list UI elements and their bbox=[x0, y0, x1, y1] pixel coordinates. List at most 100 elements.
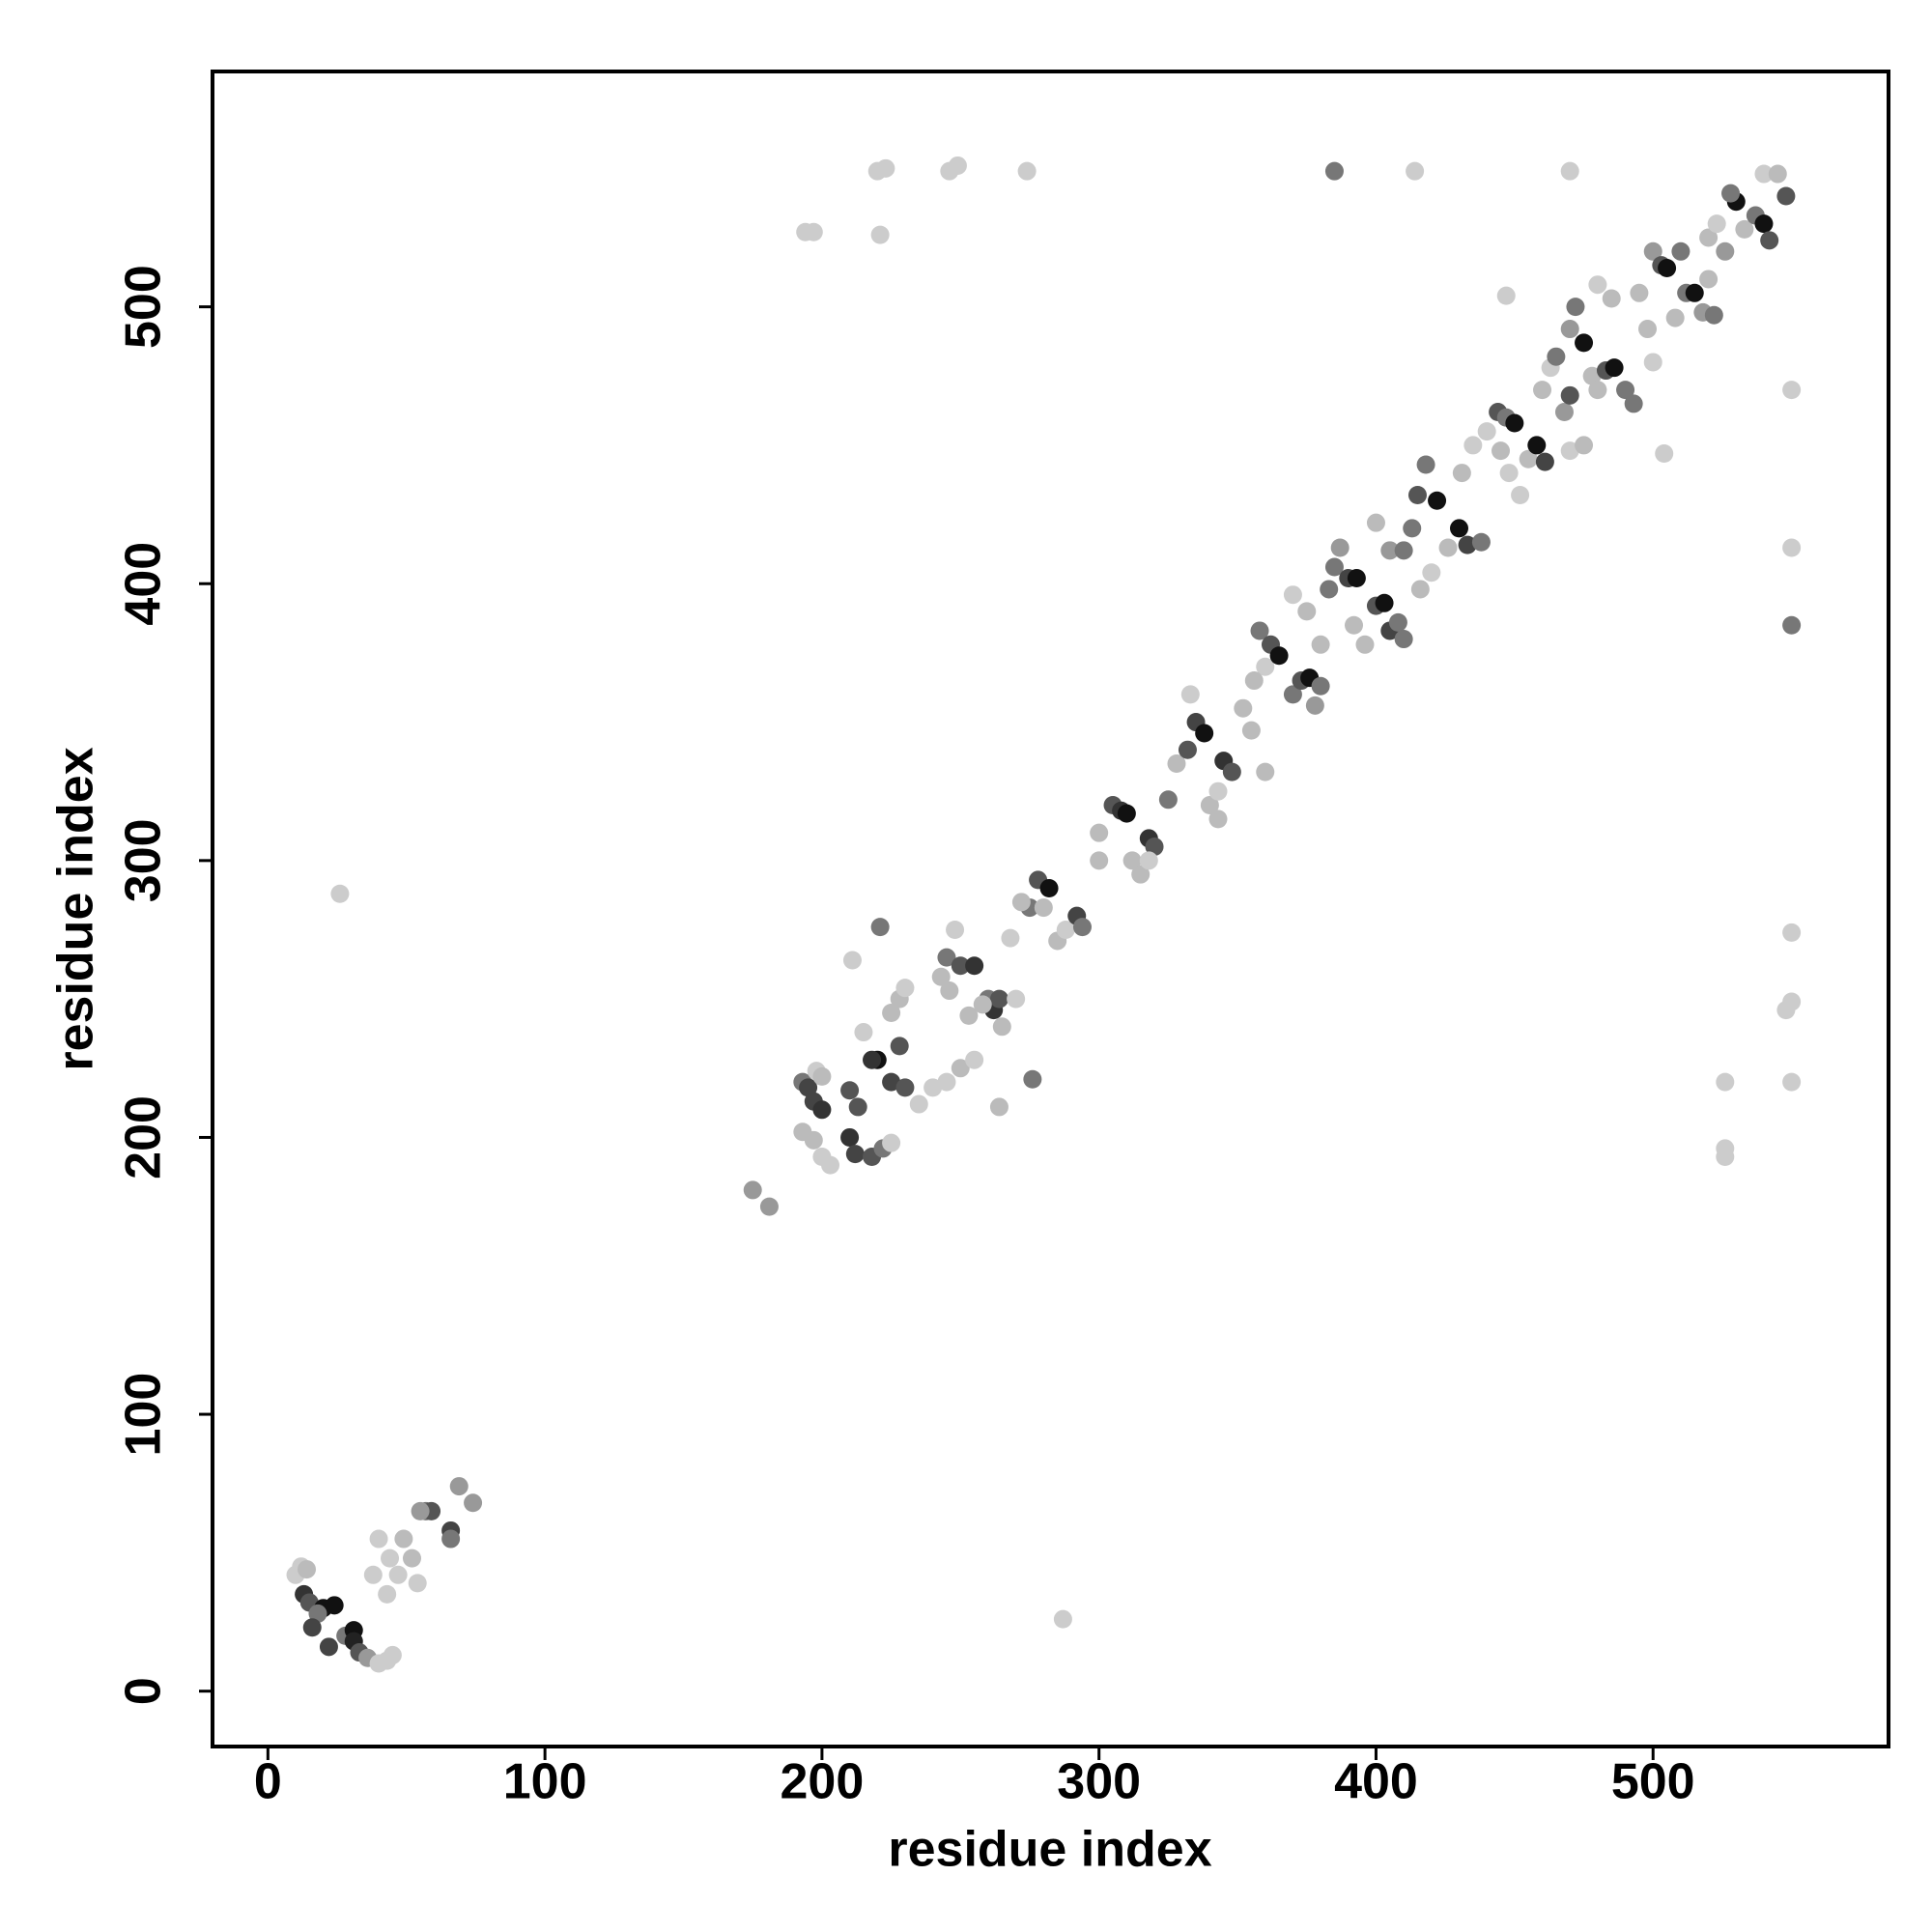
point bbox=[1039, 879, 1059, 898]
point bbox=[882, 1072, 901, 1092]
point bbox=[1388, 612, 1407, 632]
point bbox=[1001, 928, 1020, 948]
point bbox=[1311, 676, 1330, 696]
point bbox=[1655, 444, 1674, 464]
point bbox=[1602, 289, 1621, 308]
point bbox=[1234, 698, 1253, 718]
point bbox=[1416, 455, 1435, 474]
x-tick-label: 500 bbox=[1611, 1754, 1695, 1810]
point bbox=[1499, 464, 1519, 483]
y-tick-label: 400 bbox=[116, 542, 172, 626]
point bbox=[1452, 464, 1471, 483]
point bbox=[1560, 441, 1579, 461]
point bbox=[1347, 568, 1366, 587]
point bbox=[1630, 283, 1649, 302]
point bbox=[1131, 865, 1151, 884]
point bbox=[882, 1133, 901, 1152]
point bbox=[1297, 602, 1317, 621]
point bbox=[1158, 790, 1178, 810]
point bbox=[1428, 491, 1447, 510]
point bbox=[1588, 381, 1607, 400]
point bbox=[1256, 657, 1275, 676]
point bbox=[948, 156, 967, 175]
point bbox=[973, 995, 992, 1014]
point bbox=[1394, 630, 1413, 649]
point bbox=[895, 1078, 915, 1097]
point bbox=[937, 1072, 956, 1092]
point bbox=[330, 884, 350, 903]
point bbox=[1195, 724, 1214, 743]
point bbox=[1575, 436, 1594, 455]
point bbox=[989, 1097, 1009, 1117]
y-axis-title: residue index bbox=[48, 747, 104, 1070]
point bbox=[1463, 436, 1483, 455]
point bbox=[1605, 358, 1624, 378]
y-tick-label: 0 bbox=[116, 1677, 172, 1705]
point bbox=[1241, 721, 1261, 740]
point bbox=[1090, 823, 1109, 842]
point bbox=[1180, 685, 1200, 704]
point bbox=[1768, 164, 1787, 184]
point bbox=[1250, 621, 1269, 640]
point bbox=[804, 222, 823, 242]
point bbox=[1754, 214, 1774, 234]
point bbox=[1380, 541, 1400, 560]
point bbox=[1643, 242, 1662, 261]
point bbox=[812, 1100, 832, 1120]
point bbox=[965, 956, 984, 976]
y-tick-label: 200 bbox=[116, 1095, 172, 1179]
point bbox=[1269, 646, 1289, 666]
plot-area bbox=[286, 156, 1802, 1673]
point bbox=[1643, 353, 1662, 372]
point bbox=[1394, 541, 1413, 560]
point bbox=[743, 1180, 762, 1200]
point bbox=[1324, 161, 1344, 181]
point bbox=[863, 1050, 882, 1069]
point bbox=[1760, 231, 1779, 250]
point bbox=[1782, 615, 1802, 635]
point bbox=[1721, 184, 1741, 203]
point bbox=[1754, 164, 1774, 184]
point bbox=[1704, 305, 1723, 325]
point bbox=[308, 1604, 327, 1623]
point bbox=[1685, 283, 1704, 302]
point bbox=[1320, 580, 1339, 599]
point bbox=[854, 1023, 873, 1042]
point bbox=[840, 1127, 860, 1147]
point bbox=[804, 1130, 823, 1150]
plot-frame bbox=[211, 70, 1890, 1748]
point bbox=[1716, 1148, 1735, 1167]
point bbox=[298, 1560, 317, 1579]
point bbox=[1535, 452, 1554, 471]
point bbox=[931, 967, 951, 986]
y-tick-label: 300 bbox=[116, 818, 172, 902]
point bbox=[1658, 258, 1677, 277]
point bbox=[1547, 347, 1566, 366]
x-tick-label: 0 bbox=[254, 1754, 282, 1810]
point bbox=[1477, 422, 1496, 441]
point bbox=[1403, 519, 1422, 538]
point bbox=[1072, 918, 1092, 937]
point bbox=[1782, 381, 1802, 400]
point bbox=[1471, 532, 1491, 552]
point bbox=[1244, 671, 1264, 691]
point bbox=[1056, 920, 1075, 939]
point bbox=[1707, 214, 1726, 234]
point bbox=[1117, 804, 1136, 823]
point bbox=[1458, 535, 1477, 554]
y-tick-label: 500 bbox=[116, 265, 172, 349]
x-tick-label: 300 bbox=[1057, 1754, 1141, 1810]
point bbox=[411, 1501, 430, 1520]
point bbox=[951, 1059, 970, 1078]
point bbox=[302, 1618, 322, 1637]
point bbox=[1178, 740, 1197, 759]
point bbox=[940, 981, 959, 1001]
point bbox=[1671, 242, 1690, 261]
point bbox=[449, 1477, 469, 1496]
point bbox=[1776, 1001, 1796, 1020]
point bbox=[1575, 333, 1594, 353]
point bbox=[1511, 486, 1530, 505]
point bbox=[1023, 1069, 1042, 1089]
point bbox=[319, 1637, 338, 1657]
